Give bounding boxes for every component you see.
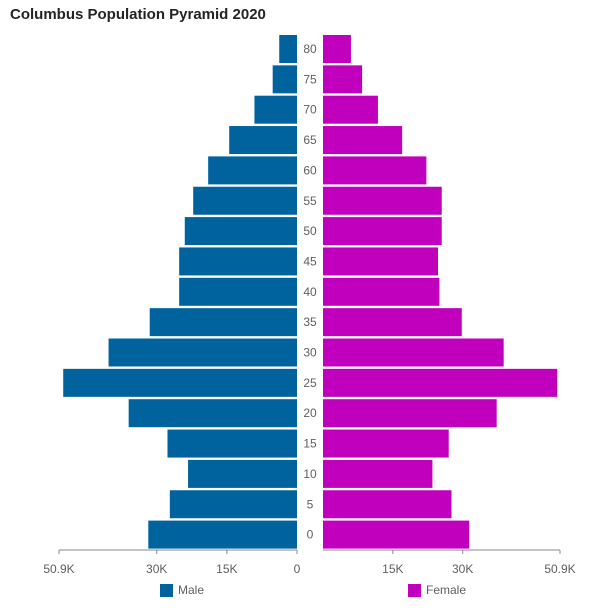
bar-male-35[interactable]	[149, 308, 297, 337]
female-axis-tick-1: 30K	[452, 562, 473, 576]
bar-female-15[interactable]	[323, 429, 449, 458]
age-label-15: 15	[303, 437, 317, 451]
age-label-55: 55	[303, 194, 317, 208]
chart-title: Columbus Population Pyramid 2020	[10, 6, 266, 23]
age-label-75: 75	[303, 72, 317, 86]
age-label-80: 80	[303, 42, 317, 56]
age-label-30: 30	[303, 346, 317, 360]
bar-male-25[interactable]	[63, 368, 297, 397]
age-label-10: 10	[303, 467, 317, 481]
legend-label-female: Female	[426, 583, 467, 597]
bar-male-15[interactable]	[167, 429, 297, 458]
bar-male-55[interactable]	[193, 186, 297, 215]
bar-male-5[interactable]	[169, 490, 297, 519]
bar-female-75[interactable]	[323, 65, 363, 94]
bar-female-70[interactable]	[323, 95, 378, 124]
age-label-25: 25	[303, 376, 317, 390]
age-label-40: 40	[303, 285, 317, 299]
male-axis-tick-0: 50.9K	[43, 562, 74, 576]
bar-female-30[interactable]	[323, 338, 504, 367]
bar-female-0[interactable]	[323, 520, 470, 549]
age-label-20: 20	[303, 406, 317, 420]
male-axis-tick-1: 30K	[146, 562, 167, 576]
age-label-50: 50	[303, 224, 317, 238]
bar-female-65[interactable]	[323, 126, 403, 155]
bar-male-20[interactable]	[128, 399, 297, 428]
bar-female-25[interactable]	[323, 368, 558, 397]
legend-item-female[interactable]: Female	[408, 583, 466, 597]
bar-female-40[interactable]	[323, 277, 440, 306]
bar-female-60[interactable]	[323, 156, 427, 185]
bar-male-10[interactable]	[188, 459, 297, 488]
bar-female-80[interactable]	[323, 35, 351, 63]
bar-female-50[interactable]	[323, 217, 442, 246]
female-axis-tick-2: 50.9K	[544, 562, 575, 576]
age-label-70: 70	[303, 103, 317, 117]
age-label-60: 60	[303, 163, 317, 177]
age-label-45: 45	[303, 254, 317, 268]
bar-male-50[interactable]	[184, 217, 297, 246]
bar-female-10[interactable]	[323, 459, 433, 488]
legend-swatch-male	[160, 583, 173, 597]
age-label-35: 35	[303, 315, 317, 329]
legend-swatch-female	[408, 583, 421, 597]
female-axis-tick-0: 15K	[382, 562, 403, 576]
bar-male-30[interactable]	[108, 338, 298, 367]
bar-male-60[interactable]	[208, 156, 297, 185]
bar-male-75[interactable]	[272, 65, 297, 94]
bar-female-35[interactable]	[323, 308, 462, 337]
bar-male-65[interactable]	[229, 126, 297, 155]
age-label-65: 65	[303, 133, 317, 147]
bar-male-0[interactable]	[148, 520, 297, 549]
legend-item-male[interactable]: Male	[160, 583, 204, 597]
bar-female-5[interactable]	[323, 490, 452, 519]
bar-male-45[interactable]	[179, 247, 297, 276]
bar-female-20[interactable]	[323, 399, 497, 428]
age-label-5: 5	[307, 497, 314, 511]
bar-female-45[interactable]	[323, 247, 439, 276]
bar-female-55[interactable]	[323, 186, 442, 215]
male-axis-tick-2: 15K	[216, 562, 237, 576]
bar-male-40[interactable]	[179, 277, 297, 306]
age-label-0: 0	[307, 528, 314, 542]
male-axis-tick-3: 0	[294, 562, 301, 576]
bar-male-70[interactable]	[254, 95, 297, 124]
bar-male-80[interactable]	[279, 35, 297, 63]
legend-label-male: Male	[178, 583, 205, 597]
